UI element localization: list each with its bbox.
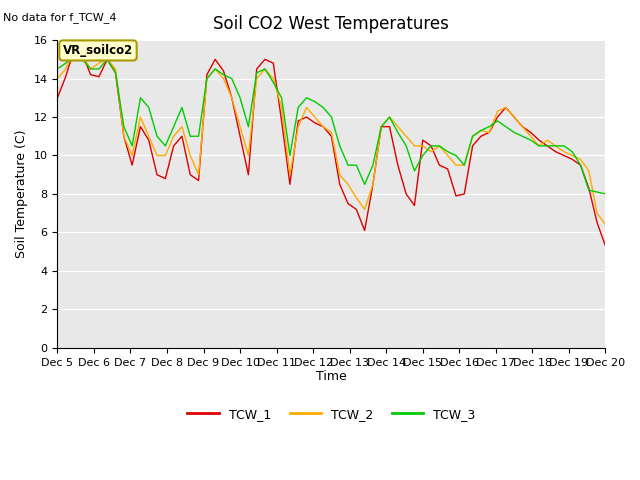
Legend: TCW_1, TCW_2, TCW_3: TCW_1, TCW_2, TCW_3	[182, 403, 481, 426]
TCW_2	[568, 153, 576, 158]
TCW_3	[70, 53, 78, 59]
Text: VR_soilco2: VR_soilco2	[63, 44, 133, 57]
TCW_3	[311, 99, 319, 105]
TCW_1	[54, 95, 61, 101]
TCW_2	[128, 153, 136, 158]
X-axis label: Time: Time	[316, 370, 347, 384]
Title: Soil CO2 West Temperatures: Soil CO2 West Temperatures	[214, 15, 449, 33]
Text: No data for f_TCW_4: No data for f_TCW_4	[3, 12, 116, 23]
Line: TCW_2: TCW_2	[58, 50, 605, 225]
TCW_2	[311, 114, 319, 120]
Y-axis label: Soil Temperature (C): Soil Temperature (C)	[15, 130, 28, 258]
TCW_3	[54, 66, 61, 72]
TCW_1	[477, 133, 484, 139]
TCW_2	[477, 128, 484, 133]
TCW_2	[602, 222, 609, 228]
TCW_2	[286, 172, 294, 178]
TCW_3	[602, 191, 609, 197]
TCW_1	[128, 162, 136, 168]
TCW_1	[286, 181, 294, 187]
Line: TCW_1: TCW_1	[58, 50, 605, 246]
TCW_3	[568, 149, 576, 155]
TCW_1	[311, 120, 319, 126]
TCW_3	[145, 105, 152, 110]
TCW_1	[568, 156, 576, 162]
TCW_3	[477, 128, 484, 133]
TCW_2	[70, 47, 78, 53]
TCW_3	[286, 153, 294, 158]
TCW_2	[145, 133, 152, 139]
TCW_1	[70, 47, 78, 53]
Line: TCW_3: TCW_3	[58, 56, 605, 194]
TCW_1	[145, 137, 152, 143]
TCW_1	[602, 243, 609, 249]
TCW_3	[128, 143, 136, 149]
TCW_2	[54, 76, 61, 82]
